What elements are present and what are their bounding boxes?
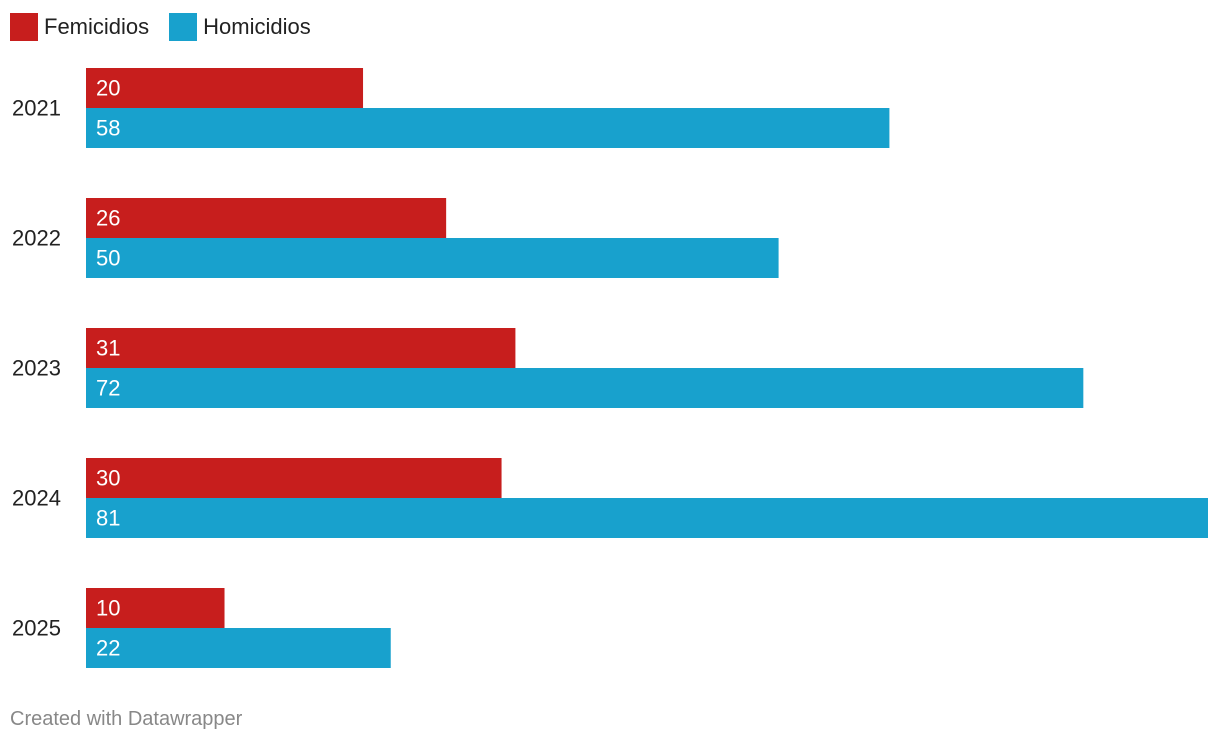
bar-chart: 2021 20 58 2022 26 50 2023 31 72 2024 30 81 2025 10 22 <box>12 68 1208 668</box>
data-label-homicidios-2024: 81 <box>96 506 120 531</box>
data-label-femicidios-2025: 10 <box>96 596 120 621</box>
legend-item-homicidios: Homicidios <box>169 13 311 41</box>
data-label-femicidios-2024: 30 <box>96 466 120 491</box>
category-label-2022: 2022 <box>12 226 61 251</box>
legend-item-femicidios: Femicidios <box>10 13 149 41</box>
category-label-2024: 2024 <box>12 486 61 511</box>
legend-label-homicidios: Homicidios <box>203 14 311 39</box>
data-label-homicidios-2021: 58 <box>96 116 120 141</box>
category-label-2021: 2021 <box>12 96 61 121</box>
data-label-femicidios-2022: 26 <box>96 206 120 231</box>
bar-homicidios-2025 <box>86 628 391 668</box>
data-label-femicidios-2023: 31 <box>96 336 120 361</box>
category-label-2023: 2023 <box>12 356 61 381</box>
bar-femicidios-2021 <box>86 68 364 108</box>
data-label-homicidios-2022: 50 <box>96 246 120 271</box>
footer-credit: Created with Datawrapper <box>10 708 243 730</box>
bar-femicidios-2023 <box>86 328 516 368</box>
legend-label-femicidios: Femicidios <box>44 14 150 39</box>
data-label-homicidios-2025: 22 <box>96 636 120 661</box>
bar-homicidios-2023 <box>86 368 1084 408</box>
legend-swatch-femicidios <box>10 13 38 41</box>
category-label-2025: 2025 <box>12 616 61 641</box>
bar-femicidios-2024 <box>86 458 502 498</box>
chart-legend: Femicidios Homicidios <box>10 12 331 42</box>
bar-homicidios-2024 <box>86 498 1208 538</box>
bar-homicidios-2021 <box>86 108 890 148</box>
bar-femicidios-2025 <box>86 588 225 628</box>
bar-homicidios-2022 <box>86 238 779 278</box>
data-label-homicidios-2023: 72 <box>96 376 120 401</box>
bar-femicidios-2022 <box>86 198 447 238</box>
legend-swatch-homicidios <box>169 13 198 41</box>
data-label-femicidios-2021: 20 <box>96 76 120 101</box>
